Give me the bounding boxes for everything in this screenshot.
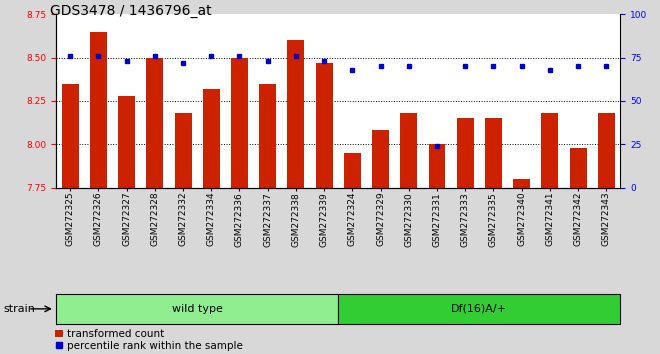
Bar	[372, 130, 389, 188]
Bar	[259, 84, 276, 188]
Bar	[338, 294, 620, 324]
Bar	[231, 58, 248, 188]
Bar	[147, 58, 163, 188]
Text: wild type: wild type	[172, 304, 222, 314]
Bar	[203, 89, 220, 188]
Text: GDS3478 / 1436796_at: GDS3478 / 1436796_at	[50, 4, 211, 18]
Bar	[570, 148, 587, 188]
Bar	[90, 32, 107, 188]
Bar	[457, 118, 474, 188]
Bar	[513, 179, 530, 188]
Bar	[175, 113, 191, 188]
Bar	[56, 294, 338, 324]
Text: Df(16)A/+: Df(16)A/+	[451, 304, 508, 314]
Bar	[485, 118, 502, 188]
Bar	[315, 63, 333, 188]
Text: strain: strain	[3, 304, 35, 314]
Legend: transformed count, percentile rank within the sample: transformed count, percentile rank withi…	[55, 329, 243, 351]
Bar	[288, 40, 304, 188]
Bar	[344, 153, 361, 188]
Bar	[428, 144, 446, 188]
Bar	[401, 113, 417, 188]
Bar	[598, 113, 614, 188]
Bar	[118, 96, 135, 188]
Bar	[541, 113, 558, 188]
Bar	[62, 84, 79, 188]
